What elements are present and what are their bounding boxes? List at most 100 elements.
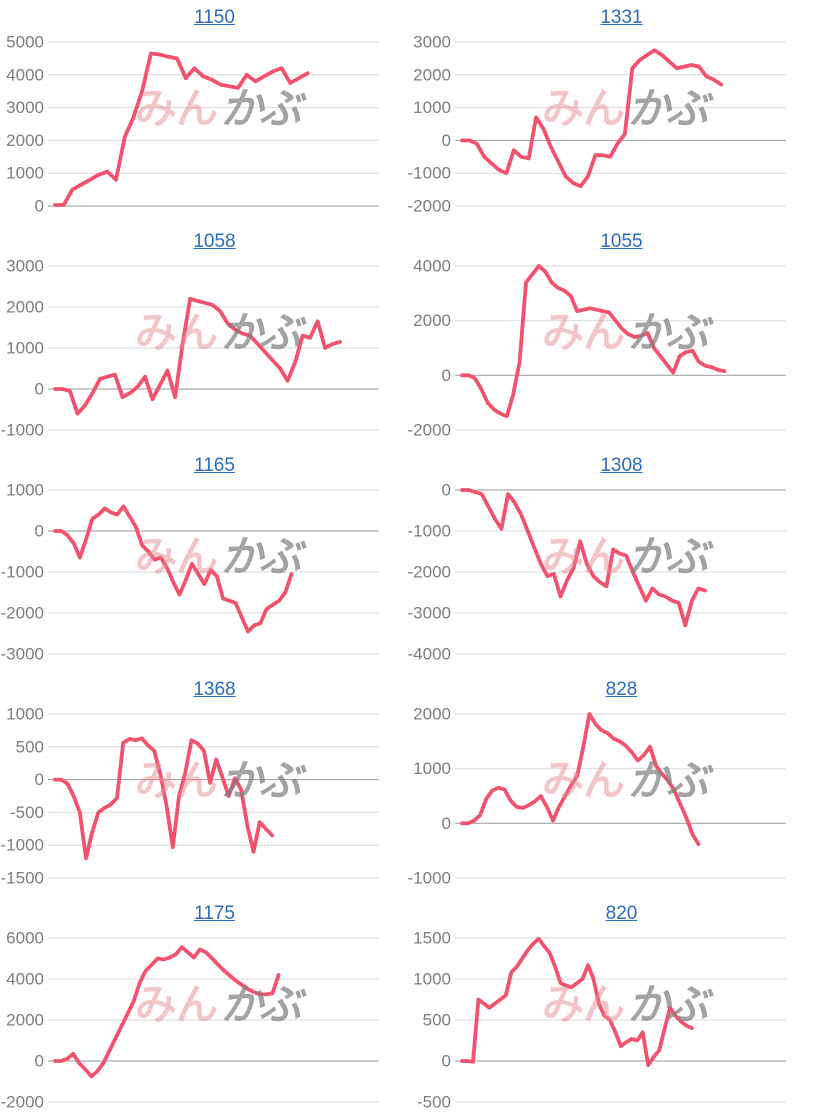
line-chart-svg: -500 0 500 1000 1500 [413, 929, 786, 1112]
y-tick-label: 0 [442, 814, 451, 833]
y-tick-label: 4000 [6, 65, 44, 84]
y-tick-label: 3000 [6, 257, 44, 276]
chart-plot-area: -2000 -1000 0 1000 2000 3000 みんかぶ [407, 30, 814, 224]
y-tick-label: 2000 [413, 311, 451, 330]
y-tick-label: -2000 [1, 1093, 44, 1112]
chart-title-row: 828 [407, 672, 814, 702]
chart-plot-area: -1000 0 1000 2000 みんかぶ [407, 702, 814, 896]
chart-title-row: 1308 [407, 448, 814, 478]
y-tick-label: -1000 [1, 421, 44, 440]
chart-title-link[interactable]: 1058 [193, 230, 236, 252]
chart-plot-area: -1000 0 1000 2000 3000 みんかぶ [0, 254, 407, 448]
line-chart-svg: -1000 0 1000 2000 3000 [1, 257, 379, 440]
y-tick-label: -1000 [1, 836, 44, 855]
chart-title-link[interactable]: 1165 [194, 454, 235, 476]
line-chart-svg: 0 1000 2000 3000 4000 5000 [6, 33, 379, 216]
y-tick-label: 1000 [6, 705, 44, 724]
y-tick-label: 5000 [6, 33, 44, 52]
y-tick-label: 1000 [6, 481, 44, 500]
series-line [460, 264, 727, 419]
y-tick-label: 2000 [6, 131, 44, 150]
line-chart-svg: -2000 0 2000 4000 6000 [1, 929, 379, 1112]
y-tick-label: -2000 [1, 604, 44, 623]
chart-plot-area: -1500 -1000 -500 0 500 1000 みんかぶ [0, 702, 407, 896]
y-tick-label: 0 [35, 380, 44, 399]
y-tick-label: 1000 [6, 339, 44, 358]
y-tick-label: 0 [442, 481, 451, 500]
y-tick-label: 1000 [6, 164, 44, 183]
chart-plot-area: 0 1000 2000 3000 4000 5000 みんかぶ [0, 30, 407, 224]
chart-title-link[interactable]: 1175 [194, 902, 235, 924]
y-tick-label: -4000 [408, 645, 451, 664]
y-tick-label: 3000 [6, 98, 44, 117]
chart-cell: 1055 -2000 0 2000 4000 みんかぶ [407, 224, 814, 448]
y-tick-label: 500 [16, 737, 44, 756]
line-chart-svg: -1500 -1000 -500 0 500 1000 [1, 705, 379, 888]
y-tick-label: -3000 [1, 645, 44, 664]
chart-title-link[interactable]: 1055 [600, 230, 643, 252]
y-tick-label: 0 [442, 131, 451, 150]
chart-title-link[interactable]: 1368 [193, 678, 236, 700]
chart-plot-area: -2000 0 2000 4000 みんかぶ [407, 254, 814, 448]
y-tick-label: -500 [10, 803, 44, 822]
y-tick-label: 1000 [413, 970, 451, 989]
y-tick-label: -2000 [408, 197, 451, 216]
chart-cell: 1175 -2000 0 2000 4000 6000 みんかぶ [0, 896, 407, 1120]
chart-cell: 820 -500 0 500 1000 1500 みんかぶ [407, 896, 814, 1120]
y-tick-label: 0 [35, 522, 44, 541]
chart-cell: 1150 0 1000 2000 3000 4000 5000 みんかぶ [0, 0, 407, 224]
chart-title-row: 1165 [0, 448, 407, 478]
chart-plot-area: -500 0 500 1000 1500 みんかぶ [407, 926, 814, 1120]
chart-title-row: 1150 [0, 0, 407, 30]
y-tick-label: 1000 [413, 759, 451, 778]
series-line [53, 296, 343, 416]
chart-plot-area: -3000 -2000 -1000 0 1000 みんかぶ [0, 478, 407, 672]
y-tick-label: 0 [35, 1052, 44, 1071]
y-tick-label: 0 [442, 366, 451, 385]
y-tick-label: -1000 [408, 522, 451, 541]
y-tick-label: -3000 [408, 604, 451, 623]
y-tick-label: 6000 [6, 929, 44, 948]
y-tick-label: 4000 [6, 970, 44, 989]
series-line [460, 712, 701, 847]
y-tick-label: -500 [417, 1093, 451, 1112]
y-tick-label: 2000 [6, 1011, 44, 1030]
y-tick-label: 2000 [413, 65, 451, 84]
y-tick-label: 4000 [413, 257, 451, 276]
series-line [460, 936, 694, 1068]
series-line [53, 504, 294, 634]
y-tick-label: -1000 [408, 164, 451, 183]
series-line [53, 945, 281, 1079]
line-chart-svg: -2000 0 2000 4000 [408, 257, 786, 440]
chart-plot-area: -2000 0 2000 4000 6000 みんかぶ [0, 926, 407, 1120]
chart-cell: 828 -1000 0 1000 2000 みんかぶ [407, 672, 814, 896]
series-line [53, 736, 275, 861]
chart-title-link[interactable]: 1331 [600, 6, 643, 28]
line-chart-svg: -3000 -2000 -1000 0 1000 [1, 481, 379, 664]
y-tick-label: -1000 [1, 563, 44, 582]
chart-title-link[interactable]: 1308 [600, 454, 643, 476]
y-tick-label: -1000 [408, 869, 451, 888]
y-tick-label: 500 [423, 1011, 451, 1030]
chart-title-row: 820 [407, 896, 814, 926]
chart-title-link[interactable]: 828 [605, 678, 638, 700]
chart-title-link[interactable]: 820 [605, 902, 638, 924]
chart-cell: 1058 -1000 0 1000 2000 3000 みんかぶ [0, 224, 407, 448]
chart-cell: 1308 -4000 -3000 -2000 -1000 0 みんかぶ [407, 448, 814, 672]
chart-cell: 1165 -3000 -2000 -1000 0 1000 みんかぶ [0, 448, 407, 672]
y-tick-label: 3000 [413, 33, 451, 52]
chart-cell: 1368 -1500 -1000 -500 0 500 1000 みんかぶ [0, 672, 407, 896]
y-tick-label: -2000 [408, 563, 451, 582]
chart-cell: 1331 -2000 -1000 0 1000 2000 3000 みんかぶ [407, 0, 814, 224]
chart-plot-area: -4000 -3000 -2000 -1000 0 みんかぶ [407, 478, 814, 672]
y-tick-label: 0 [442, 1052, 451, 1071]
chart-title-row: 1175 [0, 896, 407, 926]
line-chart-svg: -1000 0 1000 2000 [408, 705, 786, 888]
series-line [460, 488, 707, 628]
chart-title-row: 1055 [407, 224, 814, 254]
line-chart-svg: -2000 -1000 0 1000 2000 3000 [408, 33, 786, 216]
y-tick-label: -2000 [408, 421, 451, 440]
chart-title-link[interactable]: 1150 [194, 6, 235, 28]
series-line [53, 51, 310, 207]
